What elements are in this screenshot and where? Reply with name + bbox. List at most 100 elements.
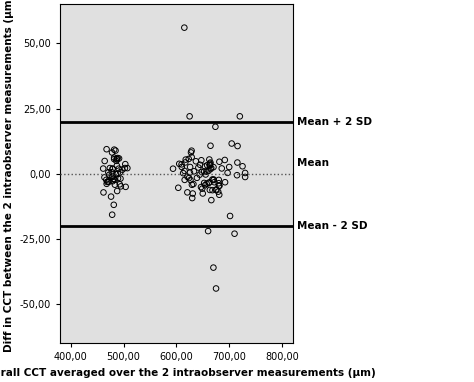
Point bbox=[117, 175, 124, 181]
Point bbox=[239, 163, 246, 169]
Point bbox=[188, 154, 195, 160]
Point bbox=[214, 189, 222, 195]
Point bbox=[186, 113, 193, 120]
Point bbox=[112, 147, 119, 154]
Point bbox=[103, 146, 110, 152]
Text: Mean: Mean bbox=[297, 158, 329, 168]
Point bbox=[216, 159, 223, 165]
Point bbox=[114, 171, 122, 177]
Point bbox=[111, 181, 118, 188]
Point bbox=[203, 162, 211, 168]
Point bbox=[194, 165, 202, 171]
Point bbox=[182, 159, 189, 165]
Point bbox=[231, 231, 238, 237]
Point bbox=[207, 166, 214, 172]
Point bbox=[185, 156, 192, 162]
Point bbox=[114, 175, 122, 181]
Point bbox=[212, 285, 220, 291]
Point bbox=[206, 162, 214, 168]
Point bbox=[110, 176, 118, 182]
Point bbox=[234, 143, 241, 149]
Point bbox=[185, 175, 193, 181]
Point bbox=[190, 181, 197, 187]
Y-axis label: Diff in CCT between the 2 intraobserver measurements (μm): Diff in CCT between the 2 intraobserver … bbox=[4, 0, 14, 353]
Point bbox=[233, 172, 241, 178]
Point bbox=[186, 170, 194, 176]
Point bbox=[184, 174, 191, 180]
Point bbox=[207, 143, 214, 149]
Point bbox=[203, 181, 210, 187]
Point bbox=[116, 181, 124, 187]
Point bbox=[206, 179, 213, 185]
Point bbox=[117, 183, 125, 189]
Point bbox=[208, 165, 215, 171]
Point bbox=[181, 177, 189, 183]
Point bbox=[199, 190, 207, 196]
Point bbox=[100, 174, 108, 180]
Point bbox=[114, 155, 121, 161]
Point bbox=[210, 176, 218, 183]
Point bbox=[202, 172, 210, 178]
Point bbox=[100, 165, 107, 172]
Point bbox=[175, 161, 183, 167]
Point bbox=[206, 160, 214, 167]
Point bbox=[121, 161, 129, 167]
Point bbox=[190, 168, 198, 174]
Point bbox=[181, 24, 188, 31]
Point bbox=[211, 124, 219, 130]
Text: Mean - 2 SD: Mean - 2 SD bbox=[297, 221, 368, 231]
Point bbox=[179, 170, 187, 176]
Point bbox=[201, 180, 208, 186]
Point bbox=[192, 158, 200, 164]
Point bbox=[113, 156, 121, 162]
Point bbox=[198, 157, 205, 163]
Point bbox=[207, 160, 214, 166]
Point bbox=[103, 179, 111, 185]
Point bbox=[206, 162, 213, 168]
Point bbox=[178, 161, 185, 167]
Point bbox=[101, 158, 109, 164]
Point bbox=[201, 168, 208, 175]
Point bbox=[110, 156, 118, 162]
Point bbox=[174, 185, 182, 191]
Point bbox=[103, 181, 110, 187]
Point bbox=[213, 186, 220, 193]
Point bbox=[105, 179, 113, 185]
Point bbox=[102, 177, 110, 183]
Point bbox=[108, 149, 116, 155]
Point bbox=[106, 165, 114, 171]
Point bbox=[212, 187, 220, 193]
Point bbox=[215, 180, 222, 186]
Point bbox=[105, 172, 113, 178]
Point bbox=[189, 195, 196, 201]
Point bbox=[189, 191, 197, 197]
Point bbox=[206, 187, 214, 193]
Point bbox=[108, 169, 116, 175]
Point bbox=[188, 182, 196, 188]
Point bbox=[178, 164, 185, 170]
Point bbox=[105, 169, 112, 175]
Point bbox=[234, 159, 241, 165]
Point bbox=[226, 213, 234, 219]
Point bbox=[187, 149, 195, 155]
Point bbox=[107, 194, 115, 200]
Point bbox=[201, 182, 209, 188]
Point bbox=[196, 162, 204, 168]
Point bbox=[115, 155, 123, 162]
Point bbox=[215, 183, 223, 189]
Point bbox=[221, 179, 229, 185]
Point bbox=[118, 167, 126, 173]
Point bbox=[122, 184, 129, 190]
Point bbox=[209, 176, 216, 183]
Point bbox=[210, 179, 218, 185]
Point bbox=[236, 113, 244, 120]
Point bbox=[228, 141, 236, 147]
Point bbox=[181, 168, 188, 174]
Point bbox=[109, 173, 117, 180]
Point bbox=[218, 165, 226, 172]
Point bbox=[110, 154, 118, 160]
Point bbox=[182, 157, 190, 163]
Point bbox=[205, 180, 212, 186]
Point bbox=[113, 163, 121, 169]
Point bbox=[197, 184, 205, 190]
